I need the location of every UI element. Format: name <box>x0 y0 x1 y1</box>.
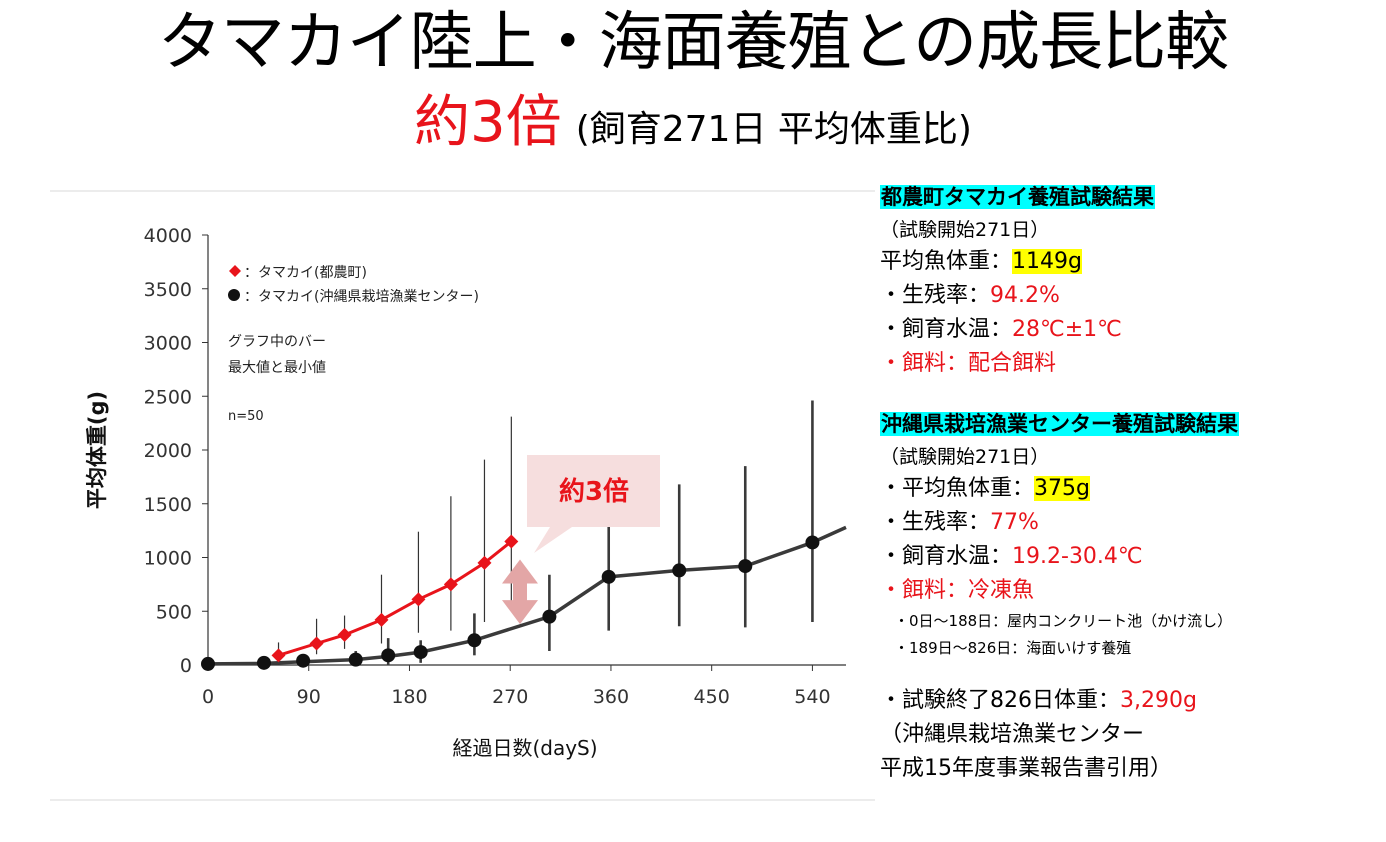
okinawa-survival: ・生残率：77% <box>880 506 1380 540</box>
y-tick-label: 2500 <box>144 386 192 408</box>
source-line-2: 平成15年度事業報告書引用） <box>880 756 1172 781</box>
data-point-tsuno <box>443 577 458 592</box>
data-point-okinawa <box>672 563 687 578</box>
okinawa-temp-label: ・飼育水温： <box>880 544 1013 569</box>
okinawa-weight-value: 375g <box>1034 476 1090 501</box>
data-point-tsuno <box>271 648 286 663</box>
tsuno-weight-label: 平均魚体重： <box>880 249 1013 274</box>
x-tick-label: 270 <box>492 686 528 708</box>
y-tick-label: 2000 <box>144 440 192 462</box>
data-point-okinawa <box>542 609 557 624</box>
x-tick-label: 450 <box>694 686 730 708</box>
tsuno-temp-value: 28℃±1℃ <box>1012 317 1122 342</box>
results-panel: 都農町タマカイ養殖試験結果 （試験開始271日） 平均魚体重：1149g ・生残… <box>880 180 1380 786</box>
y-tick-label: 3000 <box>144 333 192 355</box>
y-tick-label: 0 <box>180 655 192 677</box>
legend-marker-tsuno <box>229 265 241 277</box>
okinawa-feed-value: 冷凍魚 <box>968 578 1035 603</box>
okinawa-heading: 沖縄県栽培漁業センター養殖試験結果 <box>880 412 1239 436</box>
x-tick-label: 0 <box>202 686 214 708</box>
data-point-tsuno <box>477 555 492 570</box>
source-line-1: （沖縄県栽培漁業センター <box>880 722 1145 747</box>
ratio-note: (飼育271日 平均体重比) <box>575 109 972 150</box>
data-point-okinawa <box>738 559 753 574</box>
page-subtitle: 約3倍 (飼育271日 平均体重比) <box>0 88 1386 171</box>
okinawa-weight: ・平均魚体重：375g <box>880 472 1380 506</box>
final-weight-value: 3,290g <box>1120 688 1197 713</box>
tsuno-temp-label: ・飼育水温： <box>880 317 1013 342</box>
data-point-tsuno <box>374 612 389 627</box>
ratio-highlight: 約3倍 <box>414 90 562 155</box>
data-point-okinawa <box>348 652 363 667</box>
okinawa-note-1: ・0日～188日：屋内コンクリート池（かけ流し） <box>894 612 1233 630</box>
data-point-okinawa <box>296 653 311 668</box>
data-point-okinawa <box>467 633 482 648</box>
annotation-bar-note-1: グラフ中のバー <box>228 334 326 350</box>
tsuno-heading: 都農町タマカイ養殖試験結果 <box>880 185 1155 209</box>
tsuno-survival-value: 94.2% <box>990 283 1060 308</box>
data-point-tsuno <box>309 636 324 651</box>
growth-chart: 0 500 1000 1500 2000 2500 3000 3500 4000 0 90 180 27… <box>50 190 875 801</box>
annotation-bar-note-2: 最大値と最小値 <box>228 360 326 376</box>
okinawa-survival-label: ・生残率： <box>880 510 991 535</box>
x-tick-label: 360 <box>593 686 629 708</box>
data-point-okinawa <box>201 656 215 671</box>
tsuno-weight: 平均魚体重：1149g <box>880 245 1380 279</box>
y-axis-label: 平均体重(g) <box>85 391 109 509</box>
okinawa-period: （試験開始271日） <box>880 446 1050 468</box>
tsuno-feed: ・餌料：配合餌料 <box>880 347 1380 381</box>
okinawa-temp: ・飼育水温：19.2-30.4℃ <box>880 540 1380 574</box>
tsuno-weight-value: 1149g <box>1012 249 1082 274</box>
okinawa-survival-value: 77% <box>990 510 1039 535</box>
okinawa-feed-label: ・餌料： <box>880 578 969 603</box>
data-point-okinawa <box>601 569 616 584</box>
tsuno-temp: ・飼育水温：28℃±1℃ <box>880 313 1380 347</box>
x-tick-label: 540 <box>794 686 830 708</box>
okinawa-feed: ・餌料：冷凍魚 <box>880 574 1380 608</box>
annotation-sample-size: n=50 <box>228 409 264 424</box>
data-point-okinawa <box>256 655 271 670</box>
okinawa-weight-label: ・平均魚体重： <box>880 476 1035 501</box>
tsuno-survival: ・生残率：94.2% <box>880 279 1380 313</box>
okinawa-note-2: ・189日～826日：海面いけす養殖 <box>894 639 1132 657</box>
legend-label-tsuno: ：タマカイ(都農町) <box>244 265 367 281</box>
y-tick-label: 1000 <box>144 548 192 570</box>
page-title: タマカイ陸上・海面養殖との成長比較 <box>157 6 1229 80</box>
final-weight: ・試験終了826日体重：3,290g <box>880 684 1380 718</box>
tsuno-period: （試験開始271日） <box>880 219 1050 241</box>
legend-label-okinawa: ：タマカイ(沖縄県栽培漁業センター) <box>244 289 479 305</box>
callout-box <box>527 455 660 553</box>
tsuno-feed-value: 配合餌料 <box>968 351 1057 376</box>
data-point-tsuno <box>504 534 519 549</box>
x-axis-label: 経過日数(dayS) <box>452 736 597 760</box>
data-point-tsuno <box>411 592 426 607</box>
y-tick-label: 4000 <box>144 225 192 247</box>
callout-text: 約3倍 <box>559 476 629 507</box>
okinawa-temp-value: 19.2-30.4℃ <box>1012 544 1143 569</box>
tsuno-survival-label: ・生残率： <box>880 283 991 308</box>
double-arrow <box>502 559 538 625</box>
legend-marker-okinawa <box>228 289 240 301</box>
data-point-okinawa <box>381 648 396 663</box>
x-tick-label: 90 <box>297 686 321 708</box>
final-weight-label: ・試験終了826日体重： <box>880 688 1120 713</box>
y-tick-label: 500 <box>156 601 192 623</box>
data-point-okinawa <box>805 535 820 550</box>
data-point-okinawa <box>413 645 428 660</box>
x-tick-label: 180 <box>391 686 427 708</box>
y-tick-label: 3500 <box>144 279 192 301</box>
tsuno-feed-label: ・餌料： <box>880 351 969 376</box>
y-tick-label: 1500 <box>144 494 192 516</box>
data-point-tsuno <box>337 627 352 642</box>
